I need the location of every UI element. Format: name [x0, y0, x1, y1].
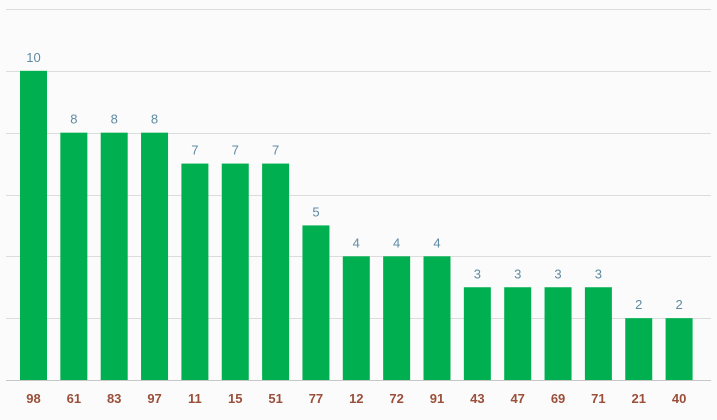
bar-40 — [665, 318, 693, 380]
bar-61 — [60, 132, 88, 380]
category-label-97: 97 — [147, 391, 161, 406]
category-label-72: 72 — [389, 391, 403, 406]
category-label-21: 21 — [632, 391, 646, 406]
bar-69 — [544, 287, 572, 380]
bar-15 — [221, 163, 249, 380]
bar-12 — [342, 256, 370, 380]
value-label-43: 3 — [474, 266, 481, 281]
value-label-77: 5 — [312, 204, 319, 219]
category-labels: 98 61 83 97 11 15 51 77 12 72 91 43 47 69 71 21 40 — [26, 391, 686, 406]
category-label-12: 12 — [349, 391, 363, 406]
category-label-40: 40 — [672, 391, 686, 406]
value-labels: 10 8 8 8 7 7 7 5 4 4 4 3 3 3 3 2 2 — [26, 50, 682, 312]
category-label-61: 61 — [67, 391, 81, 406]
bar-91 — [423, 256, 451, 380]
value-label-71: 3 — [595, 266, 602, 281]
category-label-11: 11 — [188, 391, 202, 406]
category-label-91: 91 — [430, 391, 444, 406]
value-label-98: 10 — [26, 50, 40, 65]
value-label-83: 8 — [111, 112, 118, 127]
bar-21 — [625, 318, 653, 380]
value-label-40: 2 — [675, 297, 682, 312]
category-label-47: 47 — [510, 391, 524, 406]
value-label-61: 8 — [70, 112, 77, 127]
bar-51 — [262, 163, 290, 380]
bar-11 — [181, 163, 209, 380]
category-label-77: 77 — [309, 391, 323, 406]
category-label-71: 71 — [591, 391, 605, 406]
value-label-72: 4 — [393, 235, 400, 250]
bar-47 — [504, 287, 532, 380]
value-label-97: 8 — [151, 112, 158, 127]
value-label-21: 2 — [635, 297, 642, 312]
bar-97 — [141, 132, 169, 380]
category-label-43: 43 — [470, 391, 484, 406]
category-label-51: 51 — [268, 391, 282, 406]
bars — [20, 70, 693, 380]
value-label-15: 7 — [232, 143, 239, 158]
bar-98 — [20, 70, 47, 380]
category-label-15: 15 — [228, 391, 242, 406]
bar-72 — [383, 256, 411, 380]
bar-71 — [584, 287, 612, 380]
bar-43 — [463, 287, 491, 380]
value-label-91: 4 — [433, 235, 440, 250]
value-label-51: 7 — [272, 143, 279, 158]
bar-83 — [100, 132, 128, 380]
category-label-98: 98 — [26, 391, 40, 406]
category-label-69: 69 — [551, 391, 565, 406]
value-label-69: 3 — [554, 266, 561, 281]
bar-77 — [302, 225, 330, 380]
category-label-83: 83 — [107, 391, 121, 406]
value-label-47: 3 — [514, 266, 521, 281]
value-label-12: 4 — [353, 235, 360, 250]
value-label-11: 7 — [191, 143, 198, 158]
